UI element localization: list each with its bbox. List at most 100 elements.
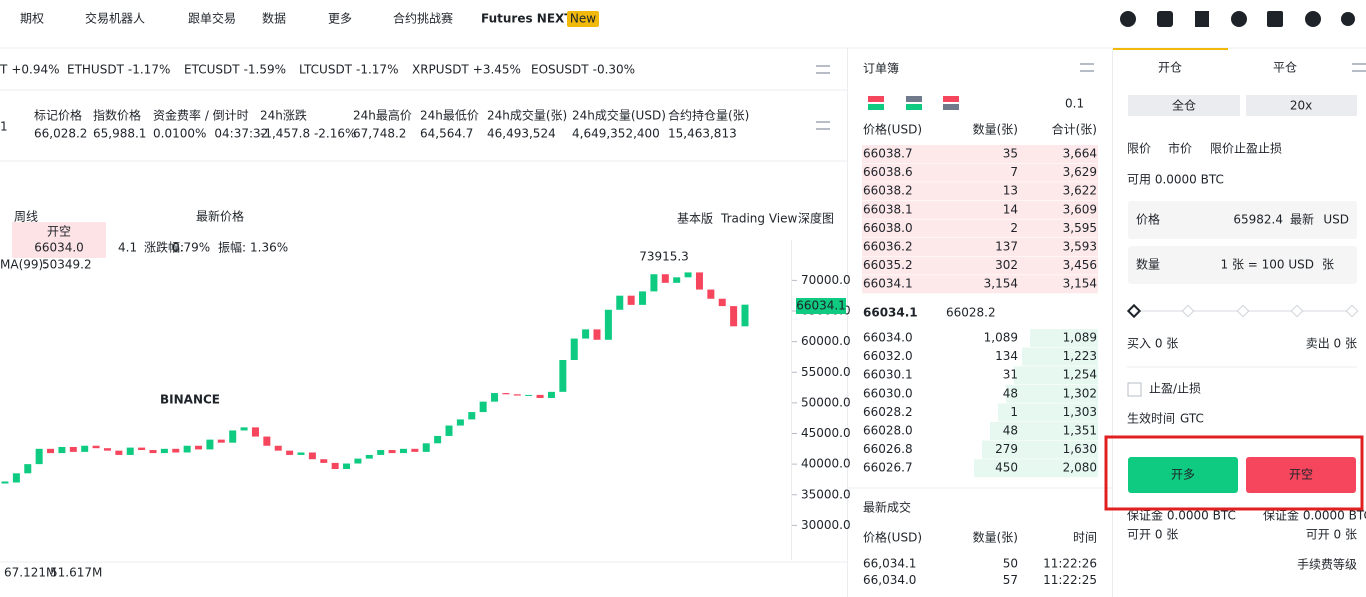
stat-value: 04:37:32 [214, 127, 268, 141]
ticker-change: +0.94% [11, 63, 59, 77]
badge: New [570, 12, 596, 26]
y-tick-label: 30000.0 [801, 518, 851, 532]
stat-value: 65,988.1 [93, 127, 146, 141]
input-value[interactable]: 65982.4 [1233, 213, 1283, 227]
input-placeholder[interactable]: 1 张 = 100 USD [1221, 258, 1315, 272]
candle [274, 445, 282, 451]
bid-qty: 450 [995, 461, 1018, 475]
trade-qty: 57 [1003, 573, 1018, 587]
candle [741, 304, 749, 327]
candle [297, 452, 305, 455]
view-tab[interactable]: Trading View [720, 212, 798, 226]
checkbox [1127, 382, 1142, 397]
icon [943, 96, 959, 102]
depth-bar [1022, 347, 1098, 366]
column-header: 数量(张) [973, 122, 1018, 137]
depth-bar [862, 238, 1098, 256]
stat-value: 0.0100% [153, 127, 206, 141]
ticker-symbol[interactable]: EOSUSDT [531, 63, 589, 77]
panel-title: 最新成交 [863, 500, 911, 515]
slider-step[interactable] [1236, 304, 1250, 318]
bid-total: 1,089 [1063, 331, 1097, 345]
interval[interactable]: 周线 [14, 210, 38, 224]
mid-price: 66034.1 [863, 306, 918, 320]
bid-qty: 48 [1003, 424, 1018, 438]
stat-value: 66,028.2 [34, 127, 87, 141]
icon[interactable] [1195, 11, 1209, 27]
ticker-symbol[interactable]: ETHUSDT [67, 63, 125, 77]
candle [183, 445, 191, 453]
icon[interactable] [1231, 11, 1247, 27]
candle [559, 360, 567, 392]
slider-step[interactable] [1290, 304, 1304, 318]
nav-item[interactable]: 期权 [20, 12, 44, 26]
stat-value: 4,649,352,400 [572, 127, 660, 141]
margin-mode[interactable]: 全仓 [1172, 98, 1196, 113]
button-label[interactable]: 开多 [1171, 468, 1195, 482]
tab[interactable]: 开仓 [1158, 61, 1182, 75]
slider-step[interactable] [1181, 304, 1195, 318]
order-type[interactable]: 市价 [1168, 141, 1192, 156]
open-info: 可开 0 张 [1306, 528, 1357, 542]
step[interactable]: 0.1 [1065, 97, 1084, 111]
icon[interactable] [1305, 11, 1321, 27]
ticker-symbol[interactable]: LTCUSDT [299, 63, 353, 77]
tab[interactable]: 平仓 [1273, 61, 1297, 75]
column-header: 数量(张) [973, 530, 1018, 545]
leverage[interactable]: 20x [1290, 99, 1312, 113]
price-type[interactable]: 最新价格 [196, 209, 244, 224]
candle [547, 391, 555, 398]
fee-link[interactable]: 手续费等级 [1297, 558, 1357, 572]
view-tab[interactable]: 基本版 [677, 212, 713, 226]
nav-item[interactable]: 跟单交易 [188, 11, 236, 26]
y-tick-label: 45000.0 [801, 426, 851, 440]
candle [582, 329, 590, 339]
icon[interactable] [1267, 11, 1283, 27]
bid-qty: 1 [1010, 405, 1018, 419]
bid-price: 66028.2 [863, 405, 913, 419]
nav-item[interactable]: 交易机器人 [85, 11, 145, 26]
depth-bar [862, 163, 1098, 182]
y-tick-label: 35000.0 [801, 487, 851, 501]
ask-qty: 302 [995, 258, 1018, 272]
candle [468, 412, 476, 420]
slider-step[interactable] [1345, 304, 1359, 318]
tif-value[interactable]: GTC [1180, 412, 1204, 426]
tooltip-label: 开空 [47, 225, 71, 239]
candle [149, 450, 157, 454]
candle [217, 439, 225, 443]
candle [365, 454, 373, 459]
icon[interactable] [1341, 12, 1355, 26]
nav-item[interactable]: Futures NEXT [481, 12, 573, 26]
candle [707, 289, 715, 299]
icon[interactable] [1120, 11, 1136, 27]
ask-price: 66035.2 [863, 258, 913, 272]
icon[interactable] [1157, 11, 1173, 27]
ticker-symbol[interactable]: XRPUSDT [412, 63, 469, 77]
stat-label: 指数价格 [93, 108, 141, 123]
y-tick-label: 70000.0 [801, 273, 851, 287]
ticker-symbol[interactable]: T [0, 63, 8, 77]
candle [251, 427, 259, 437]
ticker-symbol[interactable]: ETCUSDT [184, 63, 240, 77]
stat-label: 标记价格 [34, 108, 82, 123]
nav-item[interactable]: 更多 [328, 12, 352, 26]
depth-bar [998, 403, 1098, 422]
settings-icons [816, 63, 1366, 130]
order-type[interactable]: 限价止盈止损 [1210, 142, 1282, 156]
order-type[interactable]: 限价 [1127, 142, 1151, 156]
candle [240, 427, 248, 431]
nav-item[interactable]: 数据 [262, 11, 286, 26]
nav-item[interactable]: 合约挑战赛 [393, 11, 453, 26]
input-unit: USD [1323, 213, 1349, 227]
depth-bar [862, 200, 1098, 219]
input-bg [1128, 246, 1357, 284]
price-tag: 66034.1 [796, 299, 846, 313]
button-label[interactable]: 开空 [1289, 468, 1313, 482]
bid-price: 66030.0 [863, 386, 913, 400]
slider-step[interactable] [1126, 303, 1142, 319]
candle [138, 447, 146, 451]
view-tab[interactable]: 深度图 [798, 211, 834, 226]
candle [47, 448, 55, 454]
candle [684, 272, 692, 278]
